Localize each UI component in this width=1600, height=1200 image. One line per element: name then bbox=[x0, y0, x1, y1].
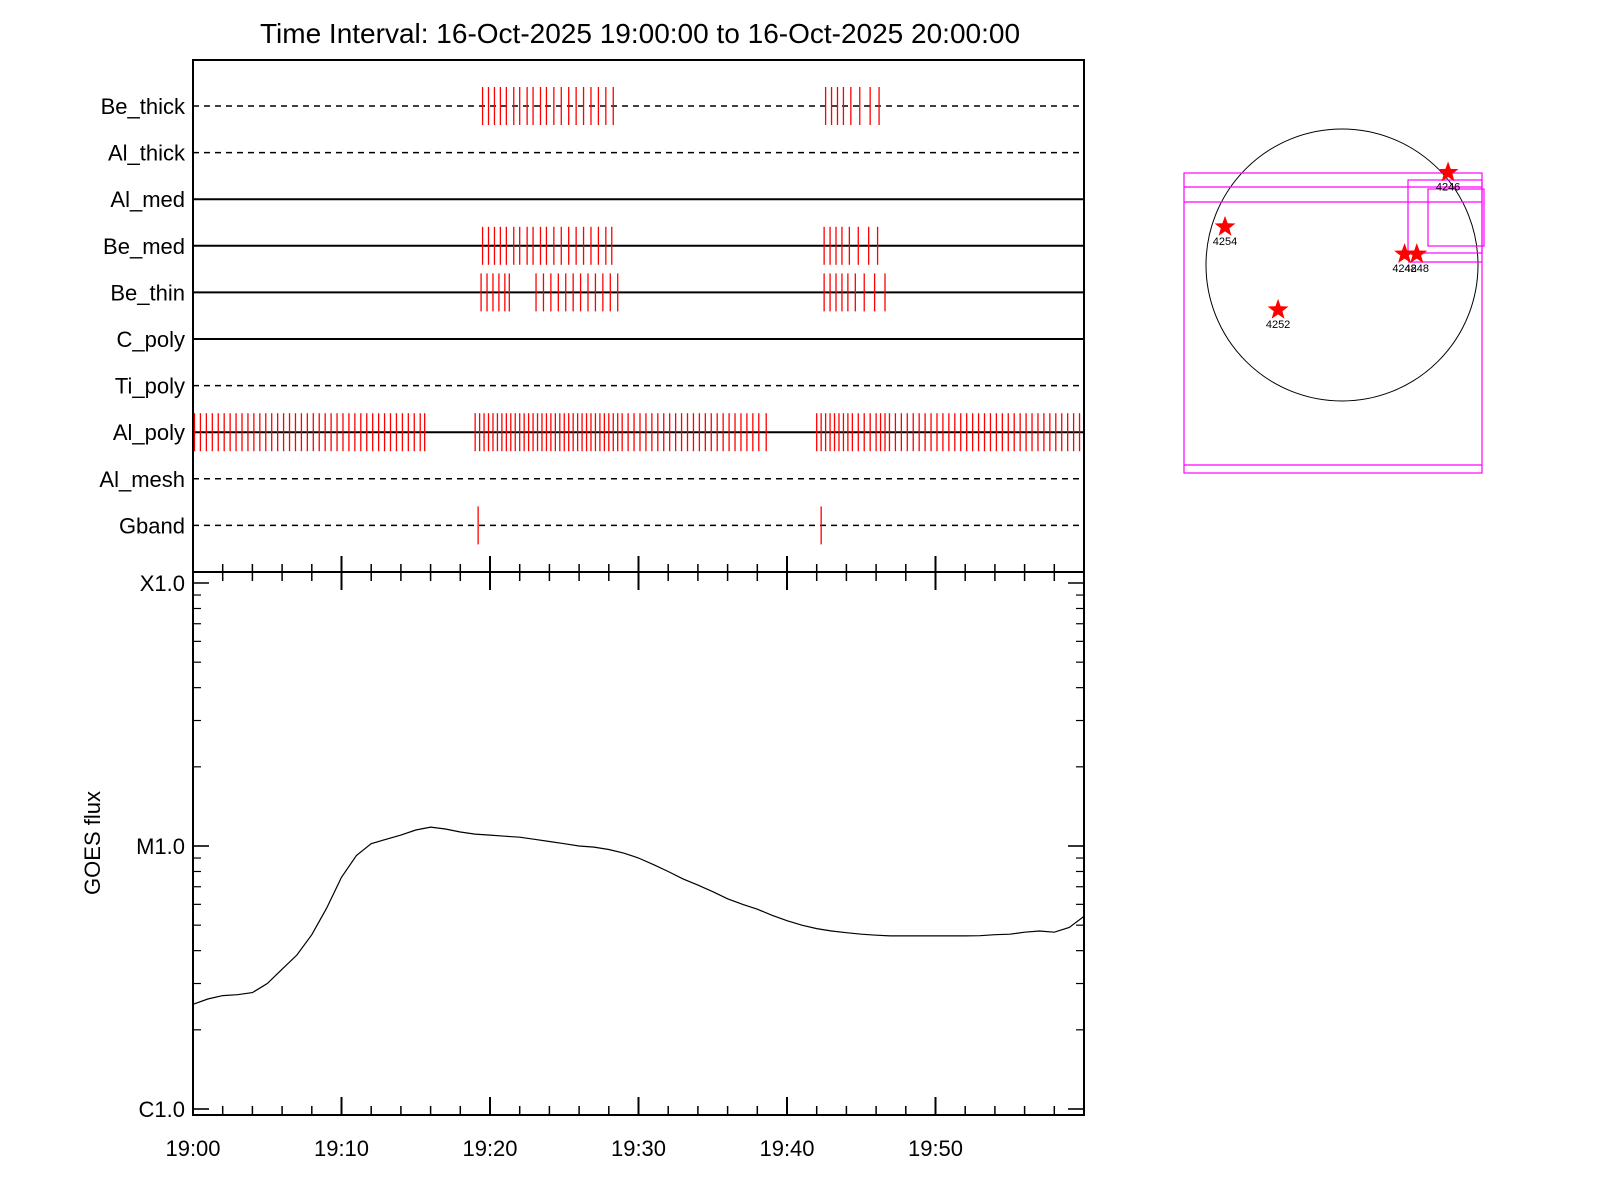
channel-label: Be_thin bbox=[110, 280, 185, 305]
channel-label: Gband bbox=[119, 513, 185, 538]
active-region-star bbox=[1406, 243, 1428, 263]
timeline-ticks bbox=[192, 556, 1085, 572]
channel-label: Al_poly bbox=[113, 420, 185, 445]
active-region-star bbox=[1394, 243, 1415, 263]
timeline-frame bbox=[192, 59, 1085, 573]
x-tick-label: 19:30 bbox=[611, 1136, 666, 1161]
fov-box-small bbox=[1427, 188, 1485, 247]
active-region-label: 4248 bbox=[1405, 263, 1429, 275]
x-tick-label: 19:10 bbox=[314, 1136, 369, 1161]
active-region-label: 4252 bbox=[1266, 319, 1290, 331]
x-tick-label: 19:40 bbox=[759, 1136, 814, 1161]
active-region-star bbox=[1437, 161, 1459, 182]
goes-flux-line bbox=[192, 826, 1085, 1005]
goes-ylabel: GOES flux bbox=[80, 791, 105, 895]
active-region-star bbox=[1267, 298, 1289, 319]
active-region-label: 4248 bbox=[1392, 263, 1416, 275]
fov-box-medium bbox=[1407, 179, 1483, 254]
goes-panel: 19:00 19:10 19:20 19:30 19:40 19:50 C1.0 M1.0 X1… bbox=[80, 571, 1085, 1161]
y-tick-label: X1.0 bbox=[140, 571, 185, 596]
timeline-channels: Be_thick Al_thick Al_med Be_med Be_thin C_pol… bbox=[99, 87, 1084, 545]
fov-boxes bbox=[1183, 172, 1485, 474]
x-tick-label: 19:20 bbox=[462, 1136, 517, 1161]
active-region-star bbox=[1214, 215, 1236, 236]
fov-box-large bbox=[1183, 172, 1483, 474]
x-tick-label: 19:00 bbox=[165, 1136, 220, 1161]
channel-label: C_poly bbox=[117, 327, 185, 352]
y-tick-label: M1.0 bbox=[136, 834, 185, 859]
channel-label: Ti_poly bbox=[115, 374, 185, 399]
active-region-label: 4254 bbox=[1213, 236, 1237, 248]
channel-label: Be_med bbox=[103, 234, 185, 259]
channel-label: Be_thick bbox=[101, 94, 186, 119]
goes-ticks: 19:00 19:10 19:20 19:30 19:40 19:50 C1.0 M1.0 X1… bbox=[136, 571, 1085, 1161]
chart-title: Time Interval: 16-Oct-2025 19:00:00 to 1… bbox=[260, 18, 1020, 49]
channel-label: Al_mesh bbox=[99, 467, 185, 492]
goes-frame bbox=[192, 571, 1085, 1116]
y-tick-label: C1.0 bbox=[139, 1097, 185, 1122]
x-tick-label: 19:50 bbox=[908, 1136, 963, 1161]
active-region-label: 4246 bbox=[1436, 182, 1460, 194]
channel-label: Al_thick bbox=[108, 141, 186, 166]
timeline-panel: Be_thick Al_thick Al_med Be_med Be_thin C_pol… bbox=[99, 59, 1085, 573]
solar-disk bbox=[1205, 128, 1479, 402]
channel-label: Al_med bbox=[110, 187, 185, 212]
